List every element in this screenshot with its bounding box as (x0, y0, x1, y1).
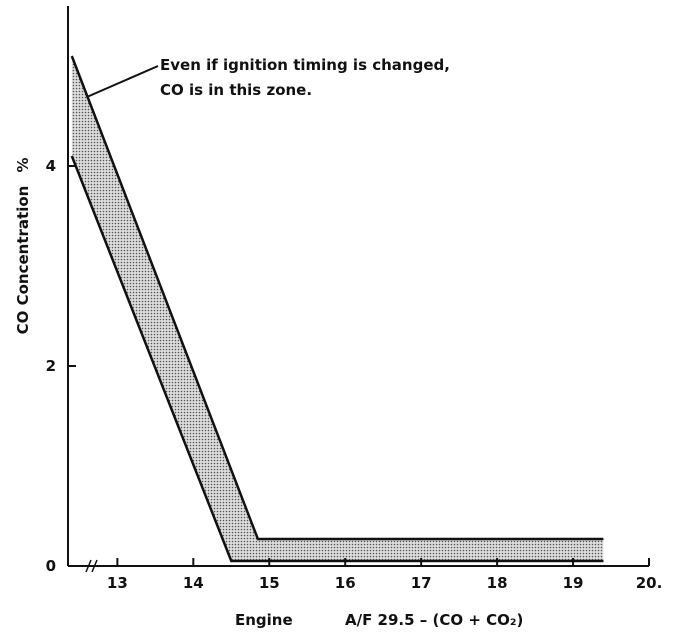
band-fill (71, 56, 604, 561)
y-tick-label: 2 (46, 357, 56, 375)
leader-line (79, 65, 159, 101)
band-edge (70, 55, 604, 541)
x-tick-label: 20. (636, 574, 663, 592)
x-tick-label: 14 (183, 574, 204, 592)
x-tick-label: 16 (335, 574, 356, 592)
y-unit: % (14, 157, 32, 172)
band-edge (70, 155, 604, 563)
x-tick-label: 17 (411, 574, 432, 592)
axis-break (85, 559, 98, 573)
x-tick-label: 13 (107, 574, 128, 592)
y-label: CO Concentration (14, 186, 32, 335)
annotation: CO is in this zone. (160, 81, 312, 99)
x-tick-label: 15 (259, 574, 280, 592)
y-tick-label: 4 (46, 157, 56, 175)
x-label: A/F 29.5 – (CO + CO₂) (345, 611, 523, 629)
annotation: Even if ignition timing is changed, (160, 56, 450, 74)
x-tick-label: 19 (563, 574, 584, 592)
x-tick-label: 18 (487, 574, 508, 592)
y-tick-label: 0 (46, 557, 56, 575)
x-label: Engine (235, 611, 293, 629)
